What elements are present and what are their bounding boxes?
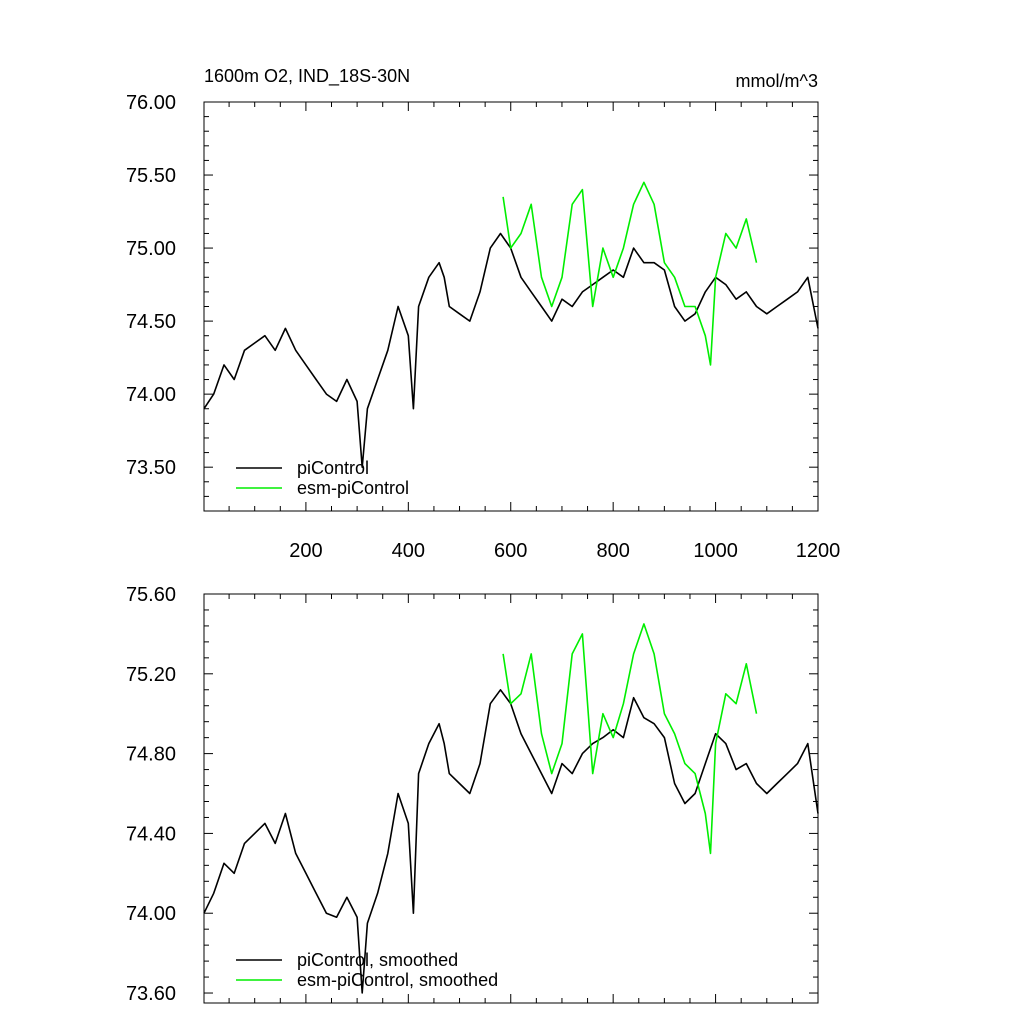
legend-label: esm-piControl: [297, 478, 409, 498]
units-label: mmol/m^3: [736, 71, 818, 91]
series-line-1: [502, 623, 758, 855]
series-line-0: [203, 232, 819, 469]
x-tick-label: 600: [494, 540, 527, 562]
x-tick-label: 200: [289, 540, 322, 562]
x-tick-label: 1200: [796, 540, 841, 562]
legend-label: esm-piControl, smoothed: [297, 970, 498, 990]
plot-frame: [203, 101, 819, 512]
chart-title: 1600m O2, IND_18S-30N: [204, 66, 410, 87]
plot-frame: [203, 593, 819, 1004]
y-tick-label: 75.50: [126, 165, 176, 187]
bottom-panel: 73.60 74.00 74.40 74.80 75.20 75.60 piControl,…: [126, 584, 819, 1005]
y-tick-label: 74.00: [126, 384, 176, 406]
x-tick-label: 400: [392, 540, 425, 562]
y-tick-label: 75.20: [126, 664, 176, 686]
y-tick-label: 74.50: [126, 311, 176, 333]
legend-label: piControl, smoothed: [297, 950, 458, 970]
y-tick-label: 73.60: [126, 983, 176, 1005]
y-tick-label: 74.40: [126, 823, 176, 845]
y-tick-label: 74.00: [126, 903, 176, 925]
y-tick-label: 73.50: [126, 457, 176, 479]
y-tick-label: 74.80: [126, 744, 176, 766]
y-tick-label: 76.00: [126, 92, 176, 114]
x-tick-label: 800: [596, 540, 629, 562]
series-line-1: [502, 181, 758, 366]
y-tick-label: 75.00: [126, 238, 176, 260]
legend-label: piControl: [297, 458, 369, 478]
x-tick-label: 1000: [693, 540, 738, 562]
y-tick-label: 75.60: [126, 584, 176, 606]
series-line-0: [203, 688, 819, 994]
top-panel: 1600m O2, IND_18S-30N mmol/m^3 200 400 600…: [126, 66, 840, 562]
